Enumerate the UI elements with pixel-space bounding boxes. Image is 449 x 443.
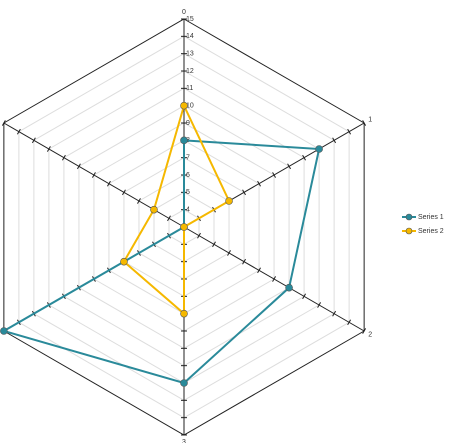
tick-mark bbox=[332, 137, 337, 144]
axis-label: 2 bbox=[368, 331, 372, 338]
data-point bbox=[180, 136, 188, 145]
data-point bbox=[315, 145, 323, 153]
y-tick-label: 14 bbox=[186, 33, 194, 40]
tick-mark bbox=[287, 163, 292, 170]
y-tick-label: 15 bbox=[186, 16, 194, 23]
tick-mark bbox=[332, 310, 337, 317]
y-tick-label: 10 bbox=[186, 103, 194, 110]
tick-mark bbox=[272, 172, 276, 178]
axis-label: 3 bbox=[182, 439, 186, 443]
tick-mark bbox=[1, 120, 6, 126]
tick-mark bbox=[31, 137, 36, 144]
tick-mark bbox=[167, 215, 171, 222]
y-tick-label: 7 bbox=[186, 155, 190, 162]
y-tick-label: 9 bbox=[186, 120, 190, 127]
legend-label: Series 2 bbox=[418, 228, 444, 235]
y-tick-label: 13 bbox=[186, 51, 194, 58]
data-point bbox=[0, 327, 8, 335]
tick-mark bbox=[317, 302, 322, 308]
data-point bbox=[180, 379, 188, 387]
tick-mark bbox=[302, 293, 307, 300]
tick-mark bbox=[347, 128, 352, 135]
tick-mark bbox=[122, 189, 126, 196]
data-point bbox=[180, 223, 188, 231]
series-line bbox=[122, 102, 231, 316]
tick-mark bbox=[272, 276, 276, 282]
tick-mark bbox=[362, 328, 367, 334]
axis-label: 0 bbox=[182, 9, 186, 16]
tick-mark bbox=[362, 120, 367, 126]
tick-mark bbox=[347, 319, 352, 326]
tick-mark bbox=[92, 172, 96, 178]
data-point bbox=[285, 283, 293, 292]
tick-mark bbox=[257, 267, 261, 274]
tick-mark bbox=[197, 232, 201, 239]
legend-marker bbox=[405, 227, 413, 235]
legend-marker bbox=[405, 213, 413, 221]
y-tick-label: 12 bbox=[186, 68, 194, 75]
tick-mark bbox=[137, 198, 141, 204]
y-tick-label: 6 bbox=[186, 172, 190, 179]
tick-mark bbox=[76, 163, 81, 170]
y-tick-label: 4 bbox=[186, 207, 190, 214]
tick-mark bbox=[242, 258, 246, 265]
data-point bbox=[180, 309, 188, 318]
tick-mark bbox=[46, 146, 51, 152]
data-point bbox=[120, 257, 128, 266]
tick-mark bbox=[242, 189, 246, 196]
tick-mark bbox=[257, 180, 261, 187]
data-point bbox=[225, 197, 233, 205]
tick-mark bbox=[61, 154, 66, 161]
axis-label: 1 bbox=[368, 116, 372, 123]
tick-mark bbox=[16, 128, 21, 135]
data-point bbox=[180, 101, 188, 110]
tick-mark bbox=[212, 241, 216, 248]
legend-label: Series 1 bbox=[418, 214, 444, 221]
tick-mark bbox=[107, 180, 111, 187]
tick-mark bbox=[227, 250, 231, 256]
y-tick-label: 5 bbox=[186, 189, 190, 196]
tick-mark bbox=[302, 154, 307, 161]
data-point bbox=[150, 205, 158, 214]
y-tick-label: 11 bbox=[186, 85, 193, 92]
